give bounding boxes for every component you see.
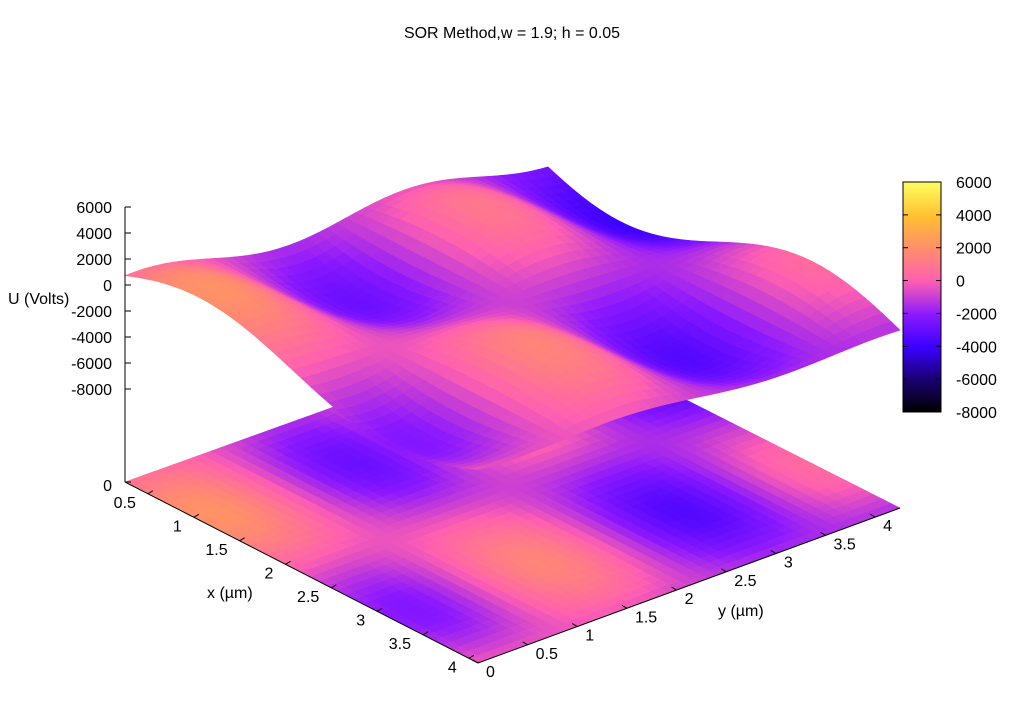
- x-tick-label: 1: [173, 518, 182, 535]
- colorbar-gradient: [902, 181, 942, 413]
- x-tick: [376, 607, 383, 612]
- y-tick: [820, 531, 826, 536]
- y-tick-label: 1: [585, 628, 594, 645]
- x-tick-label: 3: [356, 612, 365, 629]
- z-tick-label: -8000: [71, 382, 112, 399]
- x-tick-label: 4: [448, 659, 457, 676]
- y-tick: [472, 659, 479, 664]
- colorbar-tick-label: 2000: [956, 241, 992, 258]
- x-tick-label: 1.5: [205, 542, 227, 559]
- colorbar-tick-label: 0: [956, 274, 965, 291]
- y-tick: [522, 641, 528, 646]
- x-axis-line: [124, 481, 479, 664]
- x-tick-label: 2.5: [297, 589, 319, 606]
- y-tick-label: 0.5: [536, 646, 558, 663]
- y-tick: [869, 513, 876, 518]
- x-tick: [193, 513, 200, 518]
- y-tick-label: 3: [784, 555, 793, 572]
- x-axis-label: x (µm): [207, 585, 253, 602]
- y-tick-label: 0: [486, 664, 495, 681]
- chart-title: SOR Method,w = 1.9; h = 0.05: [404, 25, 620, 42]
- y-tick: [621, 604, 628, 609]
- colorbar-tick-label: -8000: [956, 405, 997, 422]
- x-tick: [285, 560, 291, 565]
- z-axis-label: U (Volts): [8, 291, 69, 308]
- colorbar-tick-label: 6000: [956, 175, 992, 192]
- z-tick-label: 4000: [76, 226, 112, 243]
- y-tick: [720, 568, 727, 573]
- z-tick-label: 6000: [76, 200, 112, 217]
- colorbar-tick-label: -6000: [956, 372, 997, 389]
- z-tick-label: -6000: [71, 356, 112, 373]
- z-tick-label: -4000: [71, 330, 112, 347]
- x-tick-label: 2: [265, 565, 274, 582]
- x-tick-label: 0.5: [114, 495, 136, 512]
- z-tick-label: 0: [103, 278, 112, 295]
- y-tick-label: 2.5: [734, 573, 756, 590]
- x-tick: [422, 631, 429, 636]
- y-tick: [671, 586, 677, 591]
- colorbar-tick-label: 4000: [956, 208, 992, 225]
- colorbar-tick-label: -4000: [956, 339, 997, 356]
- x-tick: [239, 537, 245, 542]
- surface-cell: [469, 466, 488, 471]
- y-tick-label: 4: [883, 518, 892, 535]
- colorbar-tick-label: -2000: [956, 306, 997, 323]
- axes: 6000400020000-2000-4000-6000-800000.511.…: [71, 200, 901, 681]
- z-tick-label: 2000: [76, 252, 112, 269]
- x-tick-label: 3.5: [389, 636, 411, 653]
- colorbar: 6000 4000 2000 0 -2000 -4000 -6000 -8000: [902, 175, 997, 422]
- y-axis-line: [477, 507, 901, 664]
- y-tick: [572, 623, 578, 627]
- y-axis-label: y (µm): [718, 603, 764, 620]
- z-base-tick-label: 0: [103, 478, 112, 495]
- z-tick-label: -2000: [71, 304, 112, 321]
- x-tick: [331, 584, 337, 589]
- x-tick: [468, 654, 475, 659]
- y-tick-label: 3.5: [834, 536, 856, 553]
- x-tick: [147, 490, 154, 495]
- y-tick-label: 1.5: [635, 609, 657, 626]
- surface-mesh: [123, 166, 901, 471]
- y-tick: [770, 550, 777, 555]
- y-tick-label: 2: [685, 591, 694, 608]
